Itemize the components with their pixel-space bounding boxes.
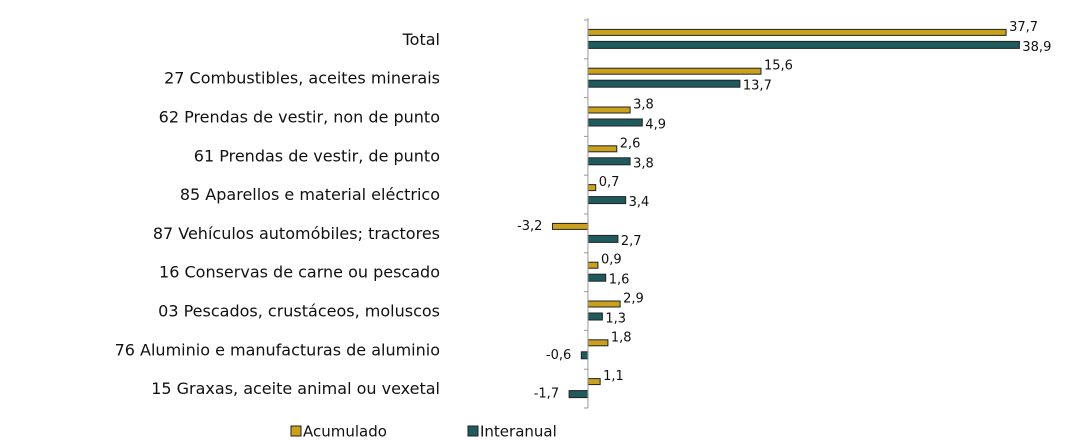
value-label: 3,8	[633, 156, 654, 171]
category-label: Total	[402, 30, 440, 49]
bar	[551, 222, 589, 230]
bar	[587, 106, 631, 114]
bar	[587, 261, 599, 269]
category-label: 87 Vehículos automóbiles; tractores	[153, 224, 440, 243]
bar	[587, 157, 631, 166]
value-label: 38,9	[1022, 40, 1051, 55]
bar	[587, 184, 597, 192]
bar	[587, 234, 619, 243]
bar	[568, 390, 589, 399]
value-label: 4,9	[645, 118, 666, 133]
value-label: 2,6	[620, 136, 641, 151]
legend-swatch	[467, 425, 479, 437]
value-label: 3,4	[629, 195, 650, 210]
value-label: 15,6	[764, 59, 793, 74]
bar	[587, 28, 1007, 36]
category-label: 61 Prendas de vestir, de punto	[194, 146, 440, 165]
value-label: 37,7	[1009, 20, 1038, 35]
bar	[587, 300, 621, 308]
category-label: 27 Combustibles, aceites minerais	[164, 69, 440, 88]
value-label: -3,2	[517, 219, 542, 234]
value-label: 1,8	[611, 330, 632, 345]
value-label: 1,3	[605, 312, 626, 327]
bar	[587, 79, 741, 88]
category-label: 03 Pescados, crustáceos, moluscos	[158, 302, 440, 321]
value-label: -1,7	[534, 387, 559, 402]
category-label: 62 Prendas de vestir, non de punto	[159, 108, 440, 127]
value-label: -0,6	[546, 348, 571, 363]
bar	[587, 196, 627, 205]
legend-label: Acumulado	[303, 423, 387, 440]
category-label: 15 Graxas, aceite animal ou vexetal	[151, 379, 440, 398]
value-label: 2,7	[621, 234, 642, 249]
category-label: 85 Aparellos e material eléctrico	[180, 185, 440, 204]
value-label: 3,8	[633, 98, 654, 113]
legend-label: Interanual	[480, 423, 557, 440]
value-label: 1,6	[609, 273, 630, 288]
category-label: 76 Aluminio e manufacturas de aluminio	[115, 340, 440, 359]
value-label: 0,9	[601, 253, 622, 268]
bar	[587, 118, 643, 127]
category-label: 16 Conservas de carne ou pescado	[159, 263, 440, 282]
value-label: 1,1	[603, 369, 624, 384]
bar	[587, 145, 618, 153]
bar	[587, 312, 603, 321]
bar	[587, 339, 609, 347]
bar	[587, 273, 607, 282]
bar	[580, 351, 589, 360]
bar	[587, 40, 1020, 49]
value-label: 0,7	[599, 175, 620, 190]
bar	[587, 378, 601, 386]
bar	[587, 67, 762, 75]
legend-swatch	[290, 425, 302, 437]
value-label: 13,7	[743, 79, 772, 94]
value-label: 2,9	[623, 292, 644, 307]
